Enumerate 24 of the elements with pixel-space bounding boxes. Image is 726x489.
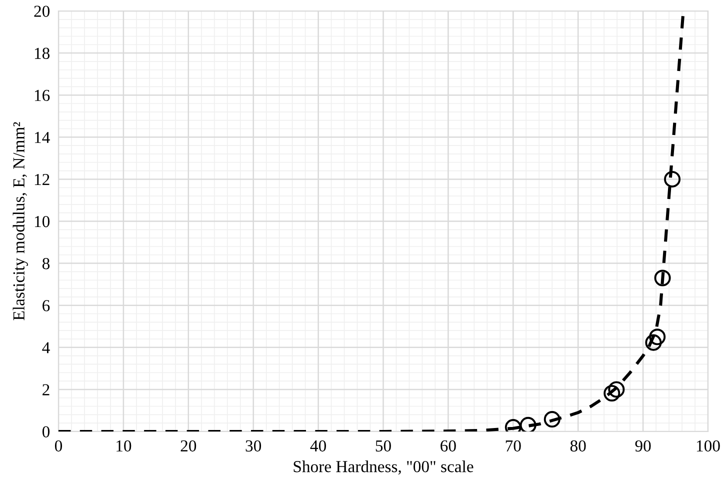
y-tick-label: 0 [42,426,50,438]
x-tick-label: 90 [635,440,651,452]
x-tick-label: 80 [570,440,586,452]
y-tick-label: 2 [42,384,50,396]
x-tick-label: 50 [376,440,391,452]
x-tick-label: 0 [54,440,62,452]
y-tick-label: 10 [34,216,50,228]
x-tick-label: 40 [310,440,326,452]
x-tick-label: 20 [180,440,196,452]
y-tick-label: 8 [42,258,50,270]
x-tick-label: 60 [440,440,456,452]
y-tick-label: 4 [42,342,50,354]
y-tick-label: 18 [34,48,50,59]
x-tick-label: 10 [116,440,132,452]
y-tick-label: 14 [34,132,50,143]
x-tick-label: 100 [696,440,720,452]
x-tick-label: 70 [506,440,521,452]
x-axis-title: Shore Hardness, "00" scale [294,460,474,475]
y-tick-label: 12 [34,174,50,185]
y-axis-title: Elasticity modulus, E, N/mm² [12,122,28,320]
y-tick-label: 16 [34,90,50,102]
y-tick-label: 20 [34,6,50,17]
x-tick-label: 30 [246,440,262,452]
y-tick-label: 6 [42,300,50,312]
